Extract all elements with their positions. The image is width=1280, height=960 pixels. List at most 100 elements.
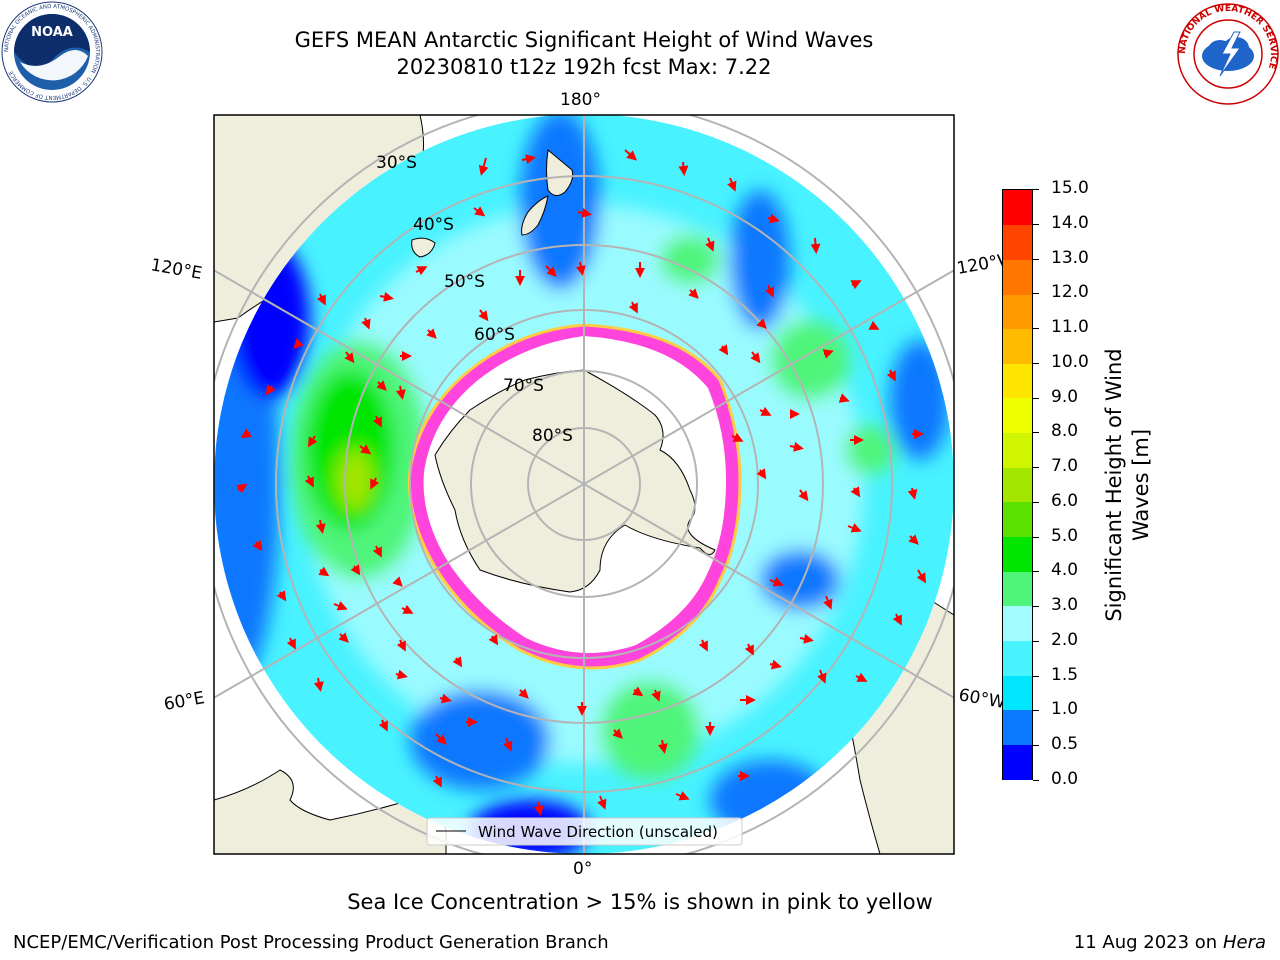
wave-arrow bbox=[847, 523, 862, 533]
wave-arrow bbox=[597, 795, 607, 810]
colorbar-tick-label: 13.0 bbox=[1051, 247, 1089, 268]
wave-arrow bbox=[252, 540, 263, 552]
wave-arrow bbox=[240, 428, 252, 439]
colorbar-segment bbox=[1003, 571, 1032, 607]
wave-arrow bbox=[370, 477, 380, 490]
wave-arrow bbox=[651, 689, 661, 702]
wave-arrow bbox=[916, 569, 927, 584]
wave-arrow bbox=[764, 284, 775, 298]
colorbar-tick-label: 12.0 bbox=[1051, 282, 1089, 303]
legend-label: Wind Wave Direction (unscaled) bbox=[478, 823, 718, 841]
wave-arrow bbox=[705, 237, 715, 252]
wave-arrow bbox=[488, 634, 499, 646]
wave-arrow bbox=[810, 237, 821, 254]
chart-title: GEFS MEAN Antarctic Significant Height o… bbox=[294, 28, 874, 52]
wave-arrow bbox=[822, 349, 834, 359]
wave-arrow bbox=[612, 728, 623, 739]
colorbar-tick-label: 7.0 bbox=[1051, 456, 1079, 477]
wave-arrow bbox=[439, 693, 452, 704]
wave-arrow bbox=[823, 595, 833, 610]
lat-label-70s: 70°S bbox=[503, 376, 544, 396]
wave-arrow bbox=[307, 435, 318, 448]
wave-arrow bbox=[344, 351, 355, 364]
lon-label-180: 180° bbox=[560, 90, 601, 110]
wave-arrow bbox=[473, 206, 486, 217]
footer-host: Hera bbox=[1222, 932, 1266, 953]
wave-arrow bbox=[769, 577, 784, 587]
colorbar-segment bbox=[1003, 328, 1032, 364]
lat-label-30s: 30°S bbox=[376, 153, 417, 173]
wave-arrow bbox=[908, 534, 919, 545]
colorbar-segment bbox=[1003, 675, 1032, 711]
wave-arrow bbox=[675, 791, 690, 801]
colorbar-tick-label: 4.0 bbox=[1051, 560, 1079, 581]
wave-arrow bbox=[378, 719, 388, 732]
colorbar-tick-label: 15.0 bbox=[1051, 178, 1089, 198]
wave-arrow bbox=[769, 659, 782, 670]
wave-arrow bbox=[338, 632, 349, 643]
colorbar-tick-label: 11.0 bbox=[1051, 317, 1089, 338]
wave-arrow bbox=[478, 157, 489, 176]
wave-arrow bbox=[868, 320, 880, 330]
colorbar-segment bbox=[1003, 259, 1032, 295]
wave-arrow bbox=[395, 385, 406, 400]
sea-ice-note: Sea Ice Concentration > 15% is shown in … bbox=[347, 890, 933, 914]
wave-arrow bbox=[886, 369, 896, 382]
wave-arrow bbox=[789, 441, 804, 452]
wave-arrow bbox=[316, 293, 326, 306]
graticule bbox=[214, 115, 954, 854]
colorbar-tick-label: 1.5 bbox=[1051, 664, 1079, 685]
colorbar-tick-label: 10.0 bbox=[1051, 351, 1089, 372]
map-legend: Wind Wave Direction (unscaled) bbox=[426, 817, 743, 846]
noaa-logo: NOAA NATIONAL OCEANIC AND ATMOSPHERIC AD… bbox=[1, 1, 103, 103]
chart-subtitle: 20230810 t12z 192h fcst Max: 7.22 bbox=[396, 55, 772, 79]
noaa-logo-text: NOAA bbox=[31, 25, 73, 40]
wave-arrow bbox=[698, 639, 708, 652]
wave-arrow bbox=[293, 338, 304, 349]
wave-arrow bbox=[817, 669, 827, 684]
colorbar-segment bbox=[1003, 293, 1032, 330]
wave-arrow bbox=[521, 154, 536, 165]
lon-label-60w: 60°W bbox=[957, 685, 1007, 713]
wave-arrow bbox=[756, 318, 767, 329]
wave-arrow bbox=[333, 601, 348, 611]
wave-arrow bbox=[727, 177, 737, 192]
wave-arrow bbox=[276, 590, 287, 602]
wave-arrow bbox=[892, 613, 902, 626]
wave-arrow bbox=[750, 351, 761, 364]
wave-arrow bbox=[236, 483, 248, 494]
colorbar-segment bbox=[1003, 744, 1032, 780]
wave-arrow bbox=[767, 213, 780, 224]
wave-arrow bbox=[744, 643, 754, 656]
wave-arrow bbox=[286, 637, 296, 650]
wave-arrow bbox=[533, 801, 544, 816]
wave-arrow bbox=[415, 266, 428, 276]
wave-arrow bbox=[361, 317, 371, 330]
colorbar-segment bbox=[1003, 605, 1032, 641]
wave-arrow bbox=[396, 639, 406, 652]
wave-arrow bbox=[545, 265, 557, 277]
colorbar-tick-label: 0.0 bbox=[1051, 769, 1079, 789]
lon-label-120e: 120°E bbox=[149, 255, 203, 284]
wave-arrow bbox=[313, 677, 324, 692]
wave-arrow bbox=[318, 566, 330, 577]
lat-label-80s: 80°S bbox=[532, 426, 573, 446]
wave-arrow bbox=[838, 393, 850, 403]
wave-arrow bbox=[756, 468, 767, 480]
lon-label-0: 0° bbox=[573, 859, 592, 879]
wave-arrow bbox=[265, 384, 276, 396]
wave-arrow bbox=[628, 301, 638, 314]
wave-arrow bbox=[799, 633, 814, 644]
wave-arrow bbox=[718, 344, 729, 356]
lat-label-60s: 60°S bbox=[474, 325, 515, 345]
wave-arrow bbox=[850, 486, 861, 498]
wave-arrow bbox=[379, 291, 394, 302]
wave-arrow bbox=[401, 604, 414, 614]
wave-arrow bbox=[678, 161, 689, 176]
wave-arrow bbox=[624, 149, 637, 161]
wave-arrow bbox=[315, 519, 326, 534]
wave-arrow bbox=[304, 475, 314, 488]
nws-logo: NATIONAL WEATHER SERVICE bbox=[1177, 3, 1279, 105]
wave-arrow bbox=[855, 672, 868, 682]
